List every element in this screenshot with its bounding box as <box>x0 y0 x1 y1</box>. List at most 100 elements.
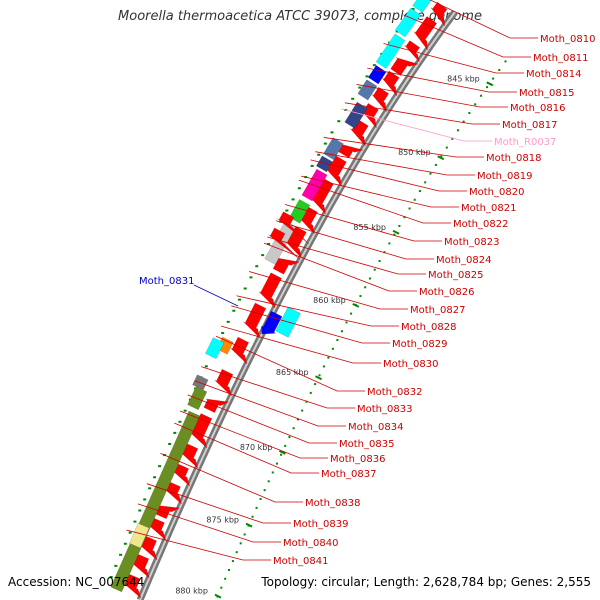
gene-label[interactable]: Moth_0836 <box>330 454 385 465</box>
gene-label[interactable]: Moth_0815 <box>519 88 574 99</box>
leader-line <box>429 0 538 39</box>
major-tick <box>214 593 222 599</box>
gene-label[interactable]: Moth_0820 <box>469 187 524 198</box>
gene-label[interactable]: Moth_0821 <box>461 203 516 214</box>
gene-label[interactable]: Moth_0838 <box>305 498 360 509</box>
gene-feature[interactable] <box>390 57 419 76</box>
outer-tick <box>138 509 142 512</box>
outer-tick <box>226 320 230 323</box>
gene-label-selected[interactable]: Moth_0831 <box>139 276 194 287</box>
gene-label[interactable]: Moth_0824 <box>436 255 491 266</box>
minor-tick <box>403 216 406 219</box>
minor-tick <box>456 129 459 132</box>
minor-tick <box>309 391 312 394</box>
gene-feature[interactable] <box>205 337 225 360</box>
gene-feature[interactable] <box>367 65 387 85</box>
leader-line <box>301 175 459 208</box>
kbp-label: 855 kbp <box>353 223 386 232</box>
gene-feature[interactable] <box>214 368 234 397</box>
gene-feature[interactable] <box>230 336 250 365</box>
gene-label[interactable]: Moth_0825 <box>428 270 483 281</box>
gene-label[interactable]: Moth_0828 <box>401 322 456 333</box>
leader-line <box>323 137 484 158</box>
minor-tick <box>429 172 432 175</box>
leader-line <box>298 179 451 224</box>
gene-feature[interactable] <box>129 522 150 549</box>
gene-feature[interactable] <box>394 7 421 38</box>
gene-label[interactable]: Moth_0839 <box>293 519 348 530</box>
gene-label[interactable]: Moth_0823 <box>444 237 499 248</box>
gene-label[interactable]: Moth_0819 <box>477 171 532 182</box>
leader-line <box>263 242 417 292</box>
gene-label[interactable]: Moth_0830 <box>383 359 438 370</box>
minor-tick <box>498 68 501 71</box>
gene-feature[interactable] <box>192 374 209 391</box>
leader-line <box>267 236 426 275</box>
minor-tick <box>280 453 283 456</box>
gene-feature[interactable] <box>277 211 310 245</box>
gene-label[interactable]: Moth_0829 <box>392 339 447 350</box>
gene-label[interactable]: Moth_0810 <box>540 34 595 45</box>
gene-label[interactable]: Moth_0840 <box>283 538 338 549</box>
gene-feature[interactable] <box>344 101 368 129</box>
gene-label[interactable]: Moth_0832 <box>367 387 422 398</box>
outer-tick <box>323 142 327 145</box>
minor-tick <box>292 427 295 430</box>
gene-label[interactable]: Moth_0827 <box>410 305 465 316</box>
gene-feature[interactable] <box>110 410 201 593</box>
minor-tick <box>267 480 270 483</box>
gene-label[interactable]: Moth_0826 <box>419 287 474 298</box>
gene-feature[interactable] <box>413 16 438 51</box>
kbp-label: 845 kbp <box>447 74 480 83</box>
leader-line <box>310 159 467 192</box>
outer-tick <box>267 242 271 245</box>
gene-feature[interactable] <box>301 168 328 202</box>
gene-label[interactable]: Moth_0841 <box>273 556 328 567</box>
gene-feature[interactable] <box>243 302 267 339</box>
leader-line <box>284 204 442 242</box>
outer-tick <box>153 476 157 479</box>
gene-feature[interactable] <box>187 386 208 411</box>
minor-tick <box>288 436 291 439</box>
minor-tick <box>451 137 454 140</box>
outer-tick <box>158 465 162 468</box>
leader-line <box>193 284 239 307</box>
outer-tick <box>173 431 177 434</box>
gene-feature[interactable] <box>375 33 406 69</box>
major-tick <box>315 375 322 381</box>
gene-label[interactable]: Moth_0822 <box>453 219 508 230</box>
gene-feature[interactable] <box>357 79 378 101</box>
gene-label[interactable]: Moth_0818 <box>486 153 541 164</box>
gene-feature[interactable] <box>268 227 301 261</box>
outer-tick <box>317 153 321 156</box>
minor-tick <box>474 103 477 106</box>
minor-tick <box>418 190 421 193</box>
gene-label[interactable]: Moth_0814 <box>526 69 581 80</box>
minor-tick <box>314 383 317 386</box>
gene-label[interactable]: Moth_0837 <box>321 469 376 480</box>
minor-tick <box>275 462 278 465</box>
gene-label[interactable]: Moth_R0037 <box>494 137 556 148</box>
gene-label[interactable]: Moth_0816 <box>510 103 565 114</box>
gene-feature[interactable] <box>325 155 347 187</box>
gene-feature[interactable] <box>258 272 282 309</box>
gene-label[interactable]: Moth_0817 <box>502 120 557 131</box>
gene-feature[interactable] <box>315 155 333 173</box>
leader-line <box>201 366 355 409</box>
gene-feature[interactable] <box>203 398 230 413</box>
minor-tick <box>220 586 223 589</box>
gene-label[interactable]: Moth_0835 <box>339 439 394 450</box>
minor-tick <box>408 207 411 210</box>
minor-tick <box>504 60 507 63</box>
outer-tick <box>358 86 362 89</box>
gene-feature[interactable] <box>261 310 283 335</box>
leader-line <box>194 380 346 427</box>
gene-label[interactable]: Moth_0834 <box>348 422 403 433</box>
minor-tick <box>235 551 238 554</box>
gene-label[interactable]: Moth_0833 <box>357 404 412 415</box>
leader-line <box>179 410 328 459</box>
kbp-label: 870 kbp <box>240 443 273 452</box>
gene-feature[interactable] <box>412 0 433 13</box>
gene-label[interactable]: Moth_0811 <box>533 53 588 64</box>
